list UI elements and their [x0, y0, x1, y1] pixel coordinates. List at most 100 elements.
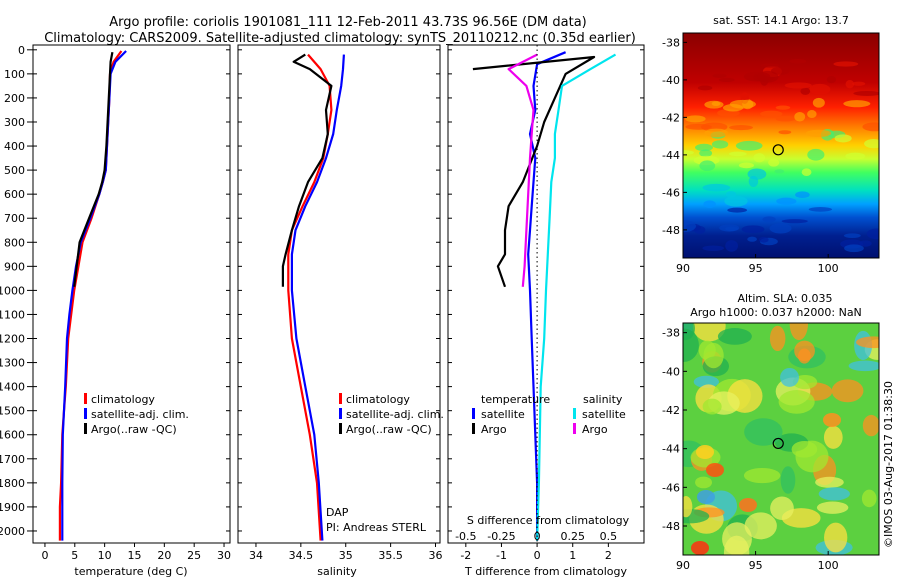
sst-texture-patch [699, 160, 716, 172]
sst-texture-patch [853, 90, 879, 96]
series-line-argo-raw-qc- [73, 51, 114, 287]
sla-texture-patch [692, 323, 726, 342]
dap-label: DAP [326, 506, 349, 519]
difference-panel-frame [447, 44, 645, 544]
sst-texture-patch [760, 63, 780, 68]
legend-swatch-satellite [84, 408, 87, 419]
top-x-tick-label: 0 [534, 530, 541, 543]
legend-label-argo: Argo(..raw -QC) [346, 423, 432, 436]
sst-texture-patch [712, 73, 727, 78]
sst-texture-patch [845, 152, 866, 160]
legend-swatch-temp-satellite [472, 408, 475, 419]
sst-texture-patch [747, 236, 757, 242]
sst-texture-patch [775, 105, 791, 110]
map-x-tick-label: 95 [749, 262, 763, 275]
sla-texture-patch [691, 541, 709, 555]
x-tick-label: 36 [429, 549, 443, 562]
sla-texture-patch [743, 467, 781, 484]
sst-texture-patch [757, 70, 779, 83]
argo-location-marker [772, 437, 784, 450]
map-x-tick-label: 90 [676, 262, 690, 275]
sla-texture-patch [744, 512, 777, 540]
sla-texture-patch [818, 487, 850, 501]
sla-texture-patch [695, 476, 713, 489]
sst-texture-patch [845, 80, 855, 89]
sst-texture-patch [762, 216, 776, 223]
series-line-argo [507, 53, 538, 287]
sst-texture-patch [695, 143, 713, 152]
salinity-panel-frame [237, 44, 441, 544]
map-y-tick-label: -46 [662, 481, 680, 494]
argo-location-marker [772, 144, 784, 156]
depth-tick-label: 400 [4, 140, 25, 153]
depth-tick-label: 1700 [0, 453, 25, 466]
depth-tick-label: 1600 [0, 429, 25, 442]
sst-map-frame [682, 32, 880, 259]
sst-texture-patch [805, 129, 832, 138]
sla-map-subtitle: Argo h1000: 0.037 h2000: NaN [690, 306, 862, 319]
sla-texture-patch [861, 489, 877, 508]
sst-texture-patch [784, 82, 812, 89]
x-tick-label: 20 [157, 549, 171, 562]
sst-texture-patch [725, 191, 737, 198]
series-line-satellite-adj-clim- [61, 50, 127, 541]
depth-tick-label: 700 [4, 212, 25, 225]
sst-texture-patch [685, 115, 706, 123]
sst-texture-patch [753, 153, 766, 163]
legend-label-satellite: satellite-adj. clim. [91, 408, 189, 421]
salinity-legend: climatology satellite-adj. clim. Argo(..… [339, 393, 444, 436]
x-tick-label: 35 [339, 549, 353, 562]
sla-texture-patch [706, 463, 724, 477]
map-y-tick-label: -44 [662, 149, 680, 162]
sst-texture-patch [864, 139, 879, 149]
sst-texture-patch [729, 125, 753, 131]
sst-texture-patch [809, 83, 831, 95]
sst-texture-patch [683, 150, 694, 155]
sst-texture-patch [812, 97, 825, 108]
sst-texture-patch [781, 219, 808, 224]
sst-texture-patch [722, 104, 744, 112]
series-line-satellite [527, 51, 567, 541]
depth-tick-label: 1800 [0, 477, 25, 490]
depth-tick-label: 100 [4, 68, 25, 81]
sst-texture-patch [711, 140, 729, 149]
sla-texture-patch [769, 325, 786, 352]
sla-texture-patch [862, 414, 879, 437]
map-y-tick-label: -46 [662, 186, 680, 199]
top-x-tick-label: -0.5 [455, 530, 476, 543]
top-x-tick-label: -0.25 [487, 530, 515, 543]
legend-swatch-satellite [339, 408, 342, 419]
depth-tick-label: 500 [4, 164, 25, 177]
sla-texture-patch [696, 445, 714, 459]
legend-title-temperature: temperature [481, 393, 550, 406]
sla-texture-patch [848, 360, 879, 372]
depth-tick-label: 1000 [0, 284, 25, 297]
map-y-tick-label: -38 [662, 327, 680, 340]
profile-lines [472, 51, 617, 541]
sst-texture-patch [683, 220, 696, 233]
sst-texture-patch [699, 149, 713, 157]
sla-texture-patch [824, 522, 848, 553]
sst-texture-patch [807, 110, 817, 119]
figure-title-line2: Climatology: CARS2009. Satellite-adjuste… [44, 31, 636, 46]
sla-texture-patch [693, 375, 719, 388]
difference-legend: temperature salinity satellite Argo sate… [472, 393, 626, 436]
x-tick-label: 0 [41, 549, 48, 562]
map-y-tick-label: -44 [662, 443, 680, 456]
sst-texture-patch [702, 245, 724, 251]
x-tick-label: 35.5 [378, 549, 403, 562]
sst-texture-patch [760, 110, 783, 118]
sla-texture-patch [823, 425, 843, 449]
sst-texture-patch [769, 223, 792, 234]
depth-tick-label: 800 [4, 236, 25, 249]
sst-map-title: sat. SST: 14.1 Argo: 13.7 [713, 14, 849, 27]
sst-texture-patch [774, 169, 785, 174]
sla-texture-patch [770, 496, 794, 521]
salinity-axis-label: salinity [317, 565, 357, 578]
x-tick-label: 2 [605, 549, 612, 562]
x-tick-label: 0 [534, 549, 541, 562]
legend-label-sal-satellite: satellite [582, 408, 626, 421]
depth-tick-label: 600 [4, 188, 25, 201]
sla-texture [683, 323, 879, 555]
